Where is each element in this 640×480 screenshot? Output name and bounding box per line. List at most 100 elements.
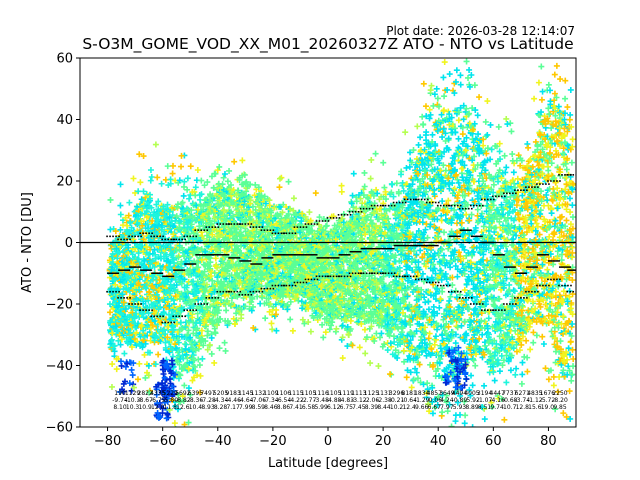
scatter-point — [147, 177, 154, 184]
scatter-point — [177, 372, 184, 379]
scatter-point — [154, 174, 161, 181]
scatter-point — [112, 228, 119, 235]
scatter-point — [135, 188, 142, 195]
scatter-point — [167, 336, 174, 343]
scatter-point — [174, 288, 181, 295]
scatter-point — [157, 338, 164, 345]
scatter-point — [174, 295, 181, 302]
scatter-point — [173, 213, 180, 220]
scatter-point — [107, 309, 114, 316]
scatter-point — [133, 329, 140, 336]
scatter-point — [109, 330, 116, 337]
scatter-point — [120, 299, 127, 306]
scatter-point — [152, 361, 159, 368]
scatter-point — [112, 281, 119, 288]
scatter-point — [128, 224, 135, 231]
scatter-point — [158, 180, 165, 187]
scatter-point — [153, 201, 160, 208]
scatter-point — [128, 344, 135, 351]
scatter-point — [157, 286, 164, 293]
scatter-point — [145, 362, 152, 369]
scatter-point — [119, 291, 126, 298]
scatter-point — [170, 223, 177, 230]
scatter-point — [155, 351, 162, 358]
scatter-point — [147, 167, 154, 174]
scatter-point — [139, 344, 146, 351]
scatter-point — [155, 297, 162, 304]
scatter-point — [126, 199, 133, 206]
scatter-point — [113, 323, 119, 330]
scatter-point — [143, 244, 150, 251]
scatter-point — [157, 253, 164, 260]
scatter-point — [166, 214, 173, 221]
scatter-point — [124, 222, 131, 229]
chart-title: S-O3M_GOME_VOD_XX_M01_20260327Z ATO - NT… — [82, 35, 573, 54]
plot-date: Plot date: 2026-03-28 12:14:07 — [386, 24, 575, 38]
scatter-point — [108, 285, 115, 292]
scatter-point — [125, 212, 132, 219]
scatter-point — [167, 244, 174, 251]
scatter-point — [152, 318, 159, 325]
scatter-point — [135, 280, 142, 287]
scatter-point — [169, 250, 176, 257]
scatter-point — [165, 264, 172, 271]
scatter-point — [147, 325, 154, 332]
scatter-point — [148, 204, 155, 211]
scatter-point — [142, 340, 149, 347]
scatter-point — [125, 244, 132, 251]
scatter-point — [173, 281, 180, 288]
scatter-point — [158, 226, 165, 233]
scatter-point — [155, 198, 162, 205]
scatter-point — [166, 302, 173, 309]
scatter-layer — [106, 58, 576, 427]
scatter-point — [151, 285, 158, 292]
scatter-point — [127, 220, 134, 227]
scatter-point — [121, 280, 128, 287]
scatter-point — [139, 272, 146, 279]
scatter-point — [140, 236, 147, 243]
scatter-point — [141, 351, 148, 358]
scatter-point — [161, 310, 168, 317]
scatter-point — [126, 330, 133, 337]
scatter-point — [149, 322, 156, 329]
scatter-point — [145, 297, 152, 304]
scatter-point — [167, 180, 174, 187]
scatter-point — [111, 277, 118, 284]
scatter-point — [112, 275, 119, 282]
scatter-point — [107, 341, 114, 348]
scatter-point — [175, 339, 182, 346]
scatter-point — [115, 337, 122, 344]
scatter-point — [146, 195, 153, 202]
scatter-point — [167, 343, 174, 350]
scatter-point — [164, 334, 171, 341]
scatter-point — [159, 327, 166, 334]
scatter-point — [136, 276, 143, 283]
scatter-point — [149, 217, 156, 224]
scatter-point — [174, 406, 181, 413]
scatter-point — [117, 226, 124, 233]
scatter-point — [125, 250, 132, 257]
scatter-point — [143, 208, 150, 215]
scatter-point — [117, 341, 124, 348]
scatter-point — [140, 327, 147, 334]
scatter-point — [167, 290, 174, 297]
scatter-point — [172, 317, 179, 324]
scatter-point — [118, 336, 125, 343]
scatter-point — [162, 235, 169, 242]
scatter-point — [175, 254, 182, 261]
scatter-point — [169, 331, 176, 338]
scatter-point — [114, 304, 121, 311]
scatter-point — [146, 349, 153, 356]
scatter-point — [148, 173, 155, 180]
scatter-point — [139, 222, 146, 229]
scatter-point — [140, 188, 147, 195]
scatter-point — [137, 179, 144, 186]
scatter-point — [148, 295, 155, 302]
scatter-point — [173, 320, 180, 327]
scatter-point — [146, 289, 153, 296]
scatter-point — [132, 277, 139, 284]
scatter-point — [111, 342, 118, 349]
scatter-point — [164, 201, 171, 208]
scatter-point — [136, 360, 143, 367]
